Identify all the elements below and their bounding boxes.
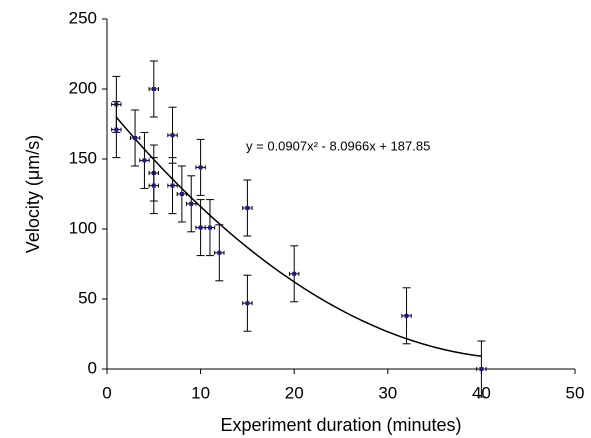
point [151, 183, 156, 188]
point [245, 206, 250, 210]
x-tick-label: 30 [378, 383, 397, 402]
point [114, 127, 119, 132]
point [142, 158, 147, 163]
y-tick-label: 100 [69, 218, 97, 237]
point [292, 271, 297, 276]
y-axis-title: Velocity (μm/s) [23, 135, 43, 253]
x-tick-label: 20 [285, 383, 304, 402]
y-tick-label: 0 [88, 358, 97, 377]
point [479, 367, 484, 371]
point [133, 136, 138, 140]
point [245, 301, 250, 306]
trendline-equation: y = 0.0907x² - 8.0966x + 187.85 [246, 138, 430, 153]
point [179, 192, 184, 196]
y-tick-label: 50 [78, 288, 97, 307]
y-tick-label: 150 [69, 148, 97, 167]
x-axis-title: Experiment duration (minutes) [220, 415, 461, 435]
point [198, 165, 203, 170]
x-tick-label: 0 [102, 383, 111, 402]
point [151, 87, 156, 91]
point [170, 133, 175, 138]
point [217, 250, 222, 255]
point [189, 201, 194, 206]
x-tick-label: 10 [191, 383, 210, 402]
point [170, 183, 175, 188]
point [198, 225, 203, 230]
y-tick-label: 250 [69, 8, 97, 27]
y-tick-label: 200 [69, 78, 97, 97]
point [207, 225, 212, 230]
x-tick-label: 50 [566, 383, 585, 402]
point [404, 313, 409, 318]
